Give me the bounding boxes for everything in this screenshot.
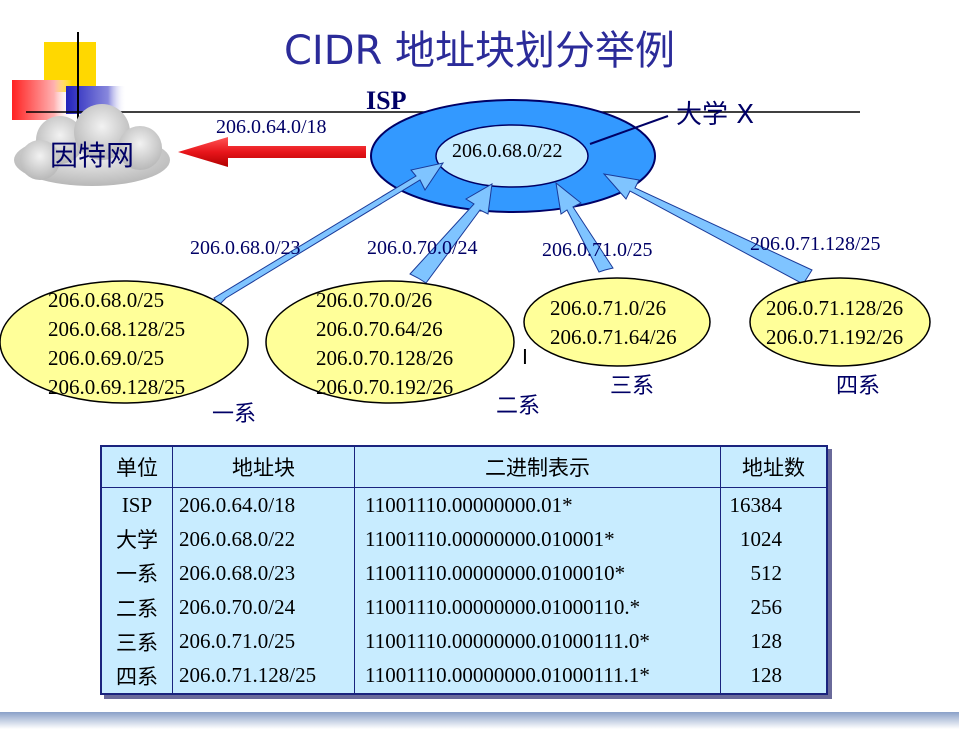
dept2-block: 206.0.70.64/26 (316, 317, 443, 341)
dept1-block: 206.0.68.128/25 (48, 317, 186, 341)
dept4-ellipse (749, 277, 931, 367)
university-pointer (589, 115, 669, 145)
branch-route-3: 206.0.71.0/25 (542, 239, 653, 261)
internet-cloud-icon (14, 104, 170, 186)
isp-route-label: 206.0.64.0/18 (216, 116, 327, 138)
table-row: ISP 206.0.64.0/18 11001110.00000000.01* … (101, 487, 827, 523)
dept2-ellipse (265, 280, 515, 404)
dept3-ellipse (523, 277, 711, 367)
dept4-name: 四系 (836, 374, 881, 399)
branch-route-2: 206.0.70.0/24 (367, 237, 478, 259)
table-cell: 1024 (740, 526, 782, 551)
table-cell: 206.0.68.0/23 (172, 556, 355, 591)
table-row: 三系 206.0.71.0/25 11001110.00000000.01000… (101, 624, 827, 659)
dept1-blocks: 206.0.68.0/25 206.0.68.128/25 206.0.69.0… (48, 286, 185, 402)
table-cell: 11001110.00000000.010001* (354, 522, 721, 557)
bottom-bar (0, 712, 959, 729)
table-cell: 11001110.00000000.0100010* (354, 556, 721, 591)
page-title: CIDR 地址块划分举例 (283, 28, 676, 74)
arrow-dept4 (602, 173, 813, 285)
internet-label: 因特网 (50, 139, 135, 172)
dept2-block: 206.0.70.0/26 (316, 288, 433, 312)
dept2-name: 二系 (496, 394, 541, 419)
table-header: 二进制表示 (354, 446, 721, 488)
dept1-block: 206.0.69.128/25 (48, 375, 186, 399)
dept1-block: 206.0.69.0/25 (48, 346, 165, 370)
table-row: 一系 206.0.68.0/23 11001110.00000000.01000… (101, 556, 827, 591)
arrow-dept3 (555, 181, 614, 273)
table-row: 四系 206.0.71.128/25 11001110.00000000.010… (101, 658, 827, 694)
table-cell: 128 (750, 629, 783, 654)
university-label: 大学 X (676, 100, 755, 130)
table-cell: 四系 (101, 658, 173, 694)
table-header: 单位 (101, 446, 173, 488)
dept1-ellipse (0, 280, 249, 404)
table-cell: 11001110.00000000.01000111.0* (354, 624, 721, 659)
corner-decoration (12, 32, 860, 135)
branch-route-4: 206.0.71.128/25 (750, 233, 881, 255)
arrow-dept1 (213, 162, 445, 306)
dept2-block: 206.0.70.192/26 (316, 375, 454, 399)
table-header: 地址数 (720, 446, 827, 488)
table-cell: 三系 (101, 624, 173, 659)
university-block-label: 206.0.68.0/22 (452, 140, 563, 162)
university-ellipse (435, 124, 589, 188)
table-cell: 一系 (101, 556, 173, 591)
dept3-name: 三系 (610, 374, 655, 399)
dept1-name: 一系 (212, 402, 257, 427)
table-cell: 128 (750, 663, 783, 688)
address-table: 单位 地址块 二进制表示 地址数 ISP 206.0.64.0/18 11001… (100, 445, 828, 695)
table-cell: 206.0.71.0/25 (172, 624, 355, 659)
table-cell: 206.0.64.0/18 (172, 487, 355, 523)
dept2-block: 206.0.70.128/26 (316, 346, 454, 370)
table-cell: 二系 (101, 590, 173, 625)
table-row: 大学 206.0.68.0/22 11001110.00000000.01000… (101, 522, 827, 557)
table-cell: 大学 (101, 522, 173, 557)
dept4-block: 206.0.71.128/26 (766, 296, 904, 320)
dept3-block: 206.0.71.64/26 (550, 325, 677, 349)
table-cell: 256 (750, 595, 783, 620)
arrow-dept2 (409, 183, 493, 284)
table-cell: 206.0.68.0/22 (172, 522, 355, 557)
branch-arrows (213, 162, 813, 306)
table-cell: 11001110.00000000.01000111.1* (354, 658, 721, 694)
table-cell: 206.0.71.128/25 (172, 658, 355, 694)
table-header: 地址块 (172, 446, 355, 488)
branch-route-1: 206.0.68.0/23 (190, 237, 301, 259)
table-cell: ISP (101, 487, 173, 523)
dept4-blocks: 206.0.71.128/26 206.0.71.192/26 (766, 294, 903, 352)
table-header-row: 单位 地址块 二进制表示 地址数 (101, 446, 827, 488)
table-cell: 11001110.00000000.01000110.* (354, 590, 721, 625)
table-cell: 11001110.00000000.01* (354, 487, 721, 523)
dept1-block: 206.0.68.0/25 (48, 288, 165, 312)
text-cursor-icon: I (522, 345, 528, 369)
isp-to-internet-arrow (178, 137, 366, 167)
isp-label: ISP (366, 86, 407, 115)
dept2-blocks: 206.0.70.0/26 206.0.70.64/26 206.0.70.12… (316, 286, 453, 402)
table-row: 二系 206.0.70.0/24 11001110.00000000.01000… (101, 590, 827, 625)
dept4-block: 206.0.71.192/26 (766, 325, 904, 349)
dept3-block: 206.0.71.0/26 (550, 296, 667, 320)
table-cell: 512 (750, 560, 783, 585)
table-cell: 206.0.70.0/24 (172, 590, 355, 625)
table-cell: 16384 (729, 492, 783, 517)
dept3-blocks: 206.0.71.0/26 206.0.71.64/26 (550, 294, 677, 352)
